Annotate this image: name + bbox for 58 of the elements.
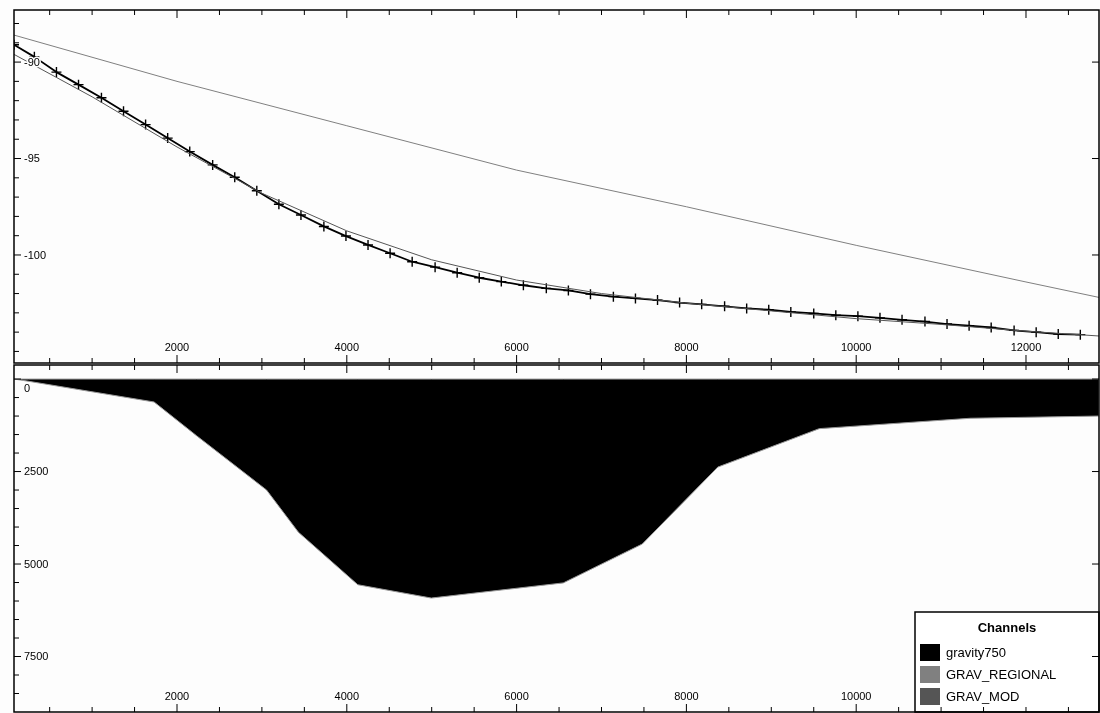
x-tick-label: 6000 (504, 690, 529, 702)
legend-label: GRAV_MOD (946, 689, 1020, 704)
point (808, 307, 820, 320)
point (651, 294, 664, 306)
point (406, 256, 418, 268)
point (495, 275, 508, 288)
legend-label: GRAV_REGIONAL (946, 667, 1057, 682)
x-tick-label: 4000 (334, 690, 360, 702)
x-tick-label: 4000 (334, 341, 360, 353)
x-tick-label: 12000 (1010, 341, 1042, 353)
point (184, 145, 196, 158)
point (139, 118, 152, 131)
y-tick-label: 5000 (24, 557, 49, 570)
point (362, 239, 374, 251)
point (318, 220, 330, 233)
point (340, 230, 352, 242)
x-tick-label: 8000 (674, 341, 699, 353)
y-tick-label: 0 (24, 381, 31, 394)
point (72, 78, 85, 91)
point (473, 272, 485, 284)
point (562, 284, 575, 297)
point (607, 290, 620, 303)
point (896, 314, 908, 326)
point (384, 247, 396, 259)
y-tick-label: 7500 (24, 650, 49, 663)
point (95, 92, 108, 104)
point (517, 279, 530, 291)
point (629, 292, 642, 305)
point (206, 159, 219, 171)
x-tick-label: 6000 (504, 341, 529, 353)
y-tick-label: 2500 (24, 465, 49, 478)
point (451, 267, 463, 279)
point (251, 185, 263, 197)
legend-title: Channels (977, 620, 1037, 635)
point (161, 132, 174, 144)
x-tick-label: 2000 (164, 690, 190, 702)
x-tick-label: 2000 (164, 341, 190, 353)
y-tick-label: -90 (24, 55, 40, 68)
point (919, 315, 931, 328)
point (852, 310, 864, 322)
x-tick-label: 10000 (840, 690, 872, 702)
y-tick-label: -100 (24, 248, 47, 261)
x-tick-label: 10000 (840, 341, 872, 353)
point (540, 282, 553, 295)
point (429, 261, 441, 273)
x-tick-label: 8000 (674, 690, 699, 702)
point (273, 198, 285, 210)
legend-label: gravity750 (946, 645, 1006, 660)
point (584, 288, 597, 300)
point (295, 209, 307, 221)
line-series (14, 34, 1099, 298)
point (985, 321, 997, 334)
point (50, 66, 63, 78)
point (229, 171, 241, 183)
point (117, 105, 130, 117)
point (830, 309, 842, 321)
y-tick-label: -95 (24, 152, 40, 165)
point (874, 312, 886, 324)
